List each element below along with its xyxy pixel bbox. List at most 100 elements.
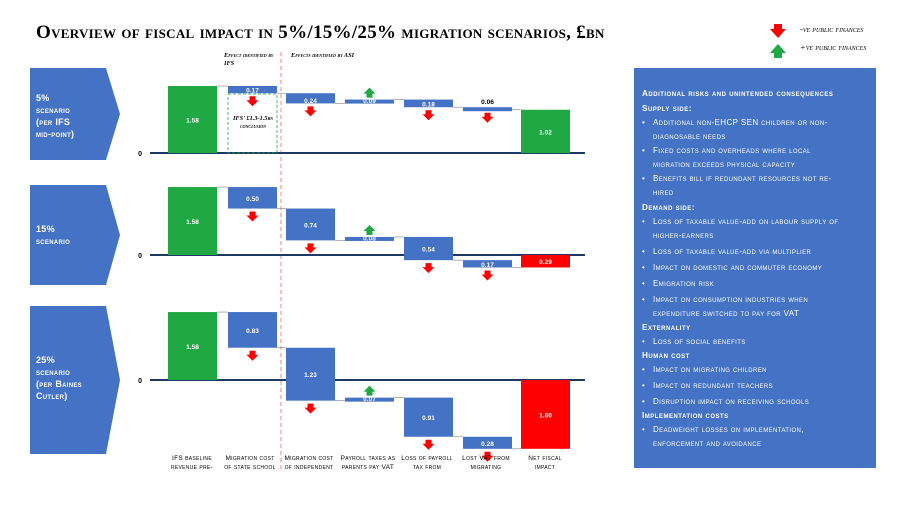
ifs-note: Effect identified by IFS [224,52,274,67]
waterfall-bar [286,93,335,104]
xlabel-lost-vat: Lost VAT from migrating [462,455,510,471]
red-down-arrow-icon [481,451,494,462]
waterfall-bar [345,397,394,402]
panel-heading-implementation: Implementation costs [642,411,729,420]
waterfall-bar [404,99,453,108]
waterfall-bar [228,187,277,209]
legend-negative: -ve public finances [770,24,870,38]
red-down-arrow-icon [422,110,435,121]
risks-panel: Additional risks and unintended conseque… [634,68,876,468]
green-up-arrow-icon [363,385,376,396]
legend-negative-label: -ve public finances [800,24,864,34]
bar-value-label: 0.09 [363,98,376,105]
panel-heading-externality: Externality [642,323,691,332]
panel-item: • Deadweight losses on implementation, enf… [642,425,804,448]
panel-item: • Additional non-EHCP SEN children or non… [642,118,828,141]
panel-title: Additional risks and unintended conseque… [642,89,834,98]
bar-value-label: 0.17 [481,262,494,269]
waterfall-bar [521,109,570,153]
panel-item: • Impact on redundant teachers [642,381,773,390]
red-down-arrow-icon [304,106,317,117]
waterfall-bar [345,99,394,104]
red-down-arrow-icon [481,270,494,281]
scenario-25-label: 25% scenario (per Baines Cutler) [36,355,82,401]
red-down-arrow-icon [481,112,494,123]
bar-value-label: 0.50 [246,196,259,203]
asi-note: Effects identified by ASI [291,52,355,59]
red-down-arrow-icon [246,211,259,222]
waterfall-bar [168,312,217,380]
waterfall-bar [404,236,453,261]
bar-value-label: 0.08 [363,235,376,242]
panel-item: • Impact on migrating children [642,365,767,374]
panel-item: • Impact on domestic and commuter economy [642,263,823,272]
waterfall-bar [521,380,570,449]
green-up-arrow-icon [363,224,376,235]
panel-item: • Disruption impact on receiving schools [642,397,810,406]
xlabel-payroll-vat: Payroll taxes as parents pay VAT [340,455,396,471]
bar-value-label: 1.60 [539,412,552,419]
waterfall-bar [286,347,335,401]
panel-item: • Loss of taxable value-add on labour sup… [642,217,839,240]
waterfall-bar [228,86,277,94]
xlabel-independent: Migration cost of independent [284,455,334,471]
waterfall-bar [463,260,512,268]
panel-item: • Impact on consumption industries when ex… [642,295,809,318]
ifs-range-note: IFS' £1.3-1.5bn conclusion [232,115,274,130]
scenario-15-chevron [30,185,120,285]
waterfall-bar [463,436,512,449]
panel-item: • Loss of social benefits [642,337,746,346]
bar-value-label: 0.24 [304,98,317,105]
scenario-15-label: 15% scenario [36,224,71,246]
bar-value-label: 0.91 [422,415,435,422]
panel-heading-demand: Demand side: [642,203,695,212]
bar-value-label: 0.74 [304,222,317,229]
bar-value-label: 1.58 [186,219,199,226]
legend-positive: +ve public finances [770,42,870,58]
waterfall-bar [463,107,512,112]
ifs-range-box [227,93,278,154]
red-down-arrow-icon [304,243,317,254]
red-down-arrow-icon [770,24,786,38]
bar-value-label: 1.58 [186,344,199,351]
waterfall-bar [168,86,217,153]
scenario-5-chevron [30,68,120,160]
panel-item: • Benefits bill if redundant resources no… [642,174,832,197]
bar-value-label: 0.18 [422,102,435,109]
bar-value-label: 0.29 [539,259,552,266]
page-title: Overview of fiscal impact in 5%/15%/25% … [36,22,605,43]
scenario-5-label: 5% scenario (per IFS mid-point) [36,93,75,139]
green-up-arrow-icon [363,87,376,98]
panel-item: • Fixed costs and overheads where local mi… [642,146,811,169]
panel-item: • Loss of taxable value-add via multiplie… [642,247,812,256]
waterfall-bar [404,397,453,437]
xlabel-ifs-baseline: IFS baseline revenue pre- [170,455,214,471]
waterfall-bar [521,255,570,268]
panel-item: • Emigration risk [642,279,715,288]
waterfall-bar [228,312,277,348]
xlabel-net-impact: Net fiscal impact [528,455,562,471]
xlabel-state-school: Migration cost of state school [224,455,276,471]
red-down-arrow-icon [304,403,317,414]
panel-heading-human: Human cost [642,351,690,360]
scenario-25-chevron [30,306,120,454]
waterfall-bar [345,236,394,241]
bar-value-label: 1.58 [186,118,199,125]
bar-value-label: 0.83 [246,328,259,335]
waterfall-bar [168,187,217,255]
zero-label: 0 [138,151,142,158]
bar-value-label: 0.07 [363,396,376,403]
bar-value-label: 0.54 [422,247,435,254]
bar-value-label: 1.02 [539,129,552,136]
panel-heading-supply: Supply side: [642,104,692,113]
bar-value-label: 0.17 [246,88,259,95]
xlabel-payroll-loss: Loss of payroll tax from [401,455,453,471]
bar-value-label: 1.23 [304,372,317,379]
waterfall-bar [286,208,335,241]
bar-value-label: 0.06 [481,99,494,106]
zero-label: 0 [138,253,142,260]
zero-label: 0 [138,378,142,385]
waterfall-charts: 0 1.58 0.17 0.24 0.09 0.18 0.06 1.02 0 1.58 0.50 0.… [138,52,585,470]
red-down-arrow-icon [422,263,435,274]
legend-positive-label: +ve public finances [800,42,867,52]
